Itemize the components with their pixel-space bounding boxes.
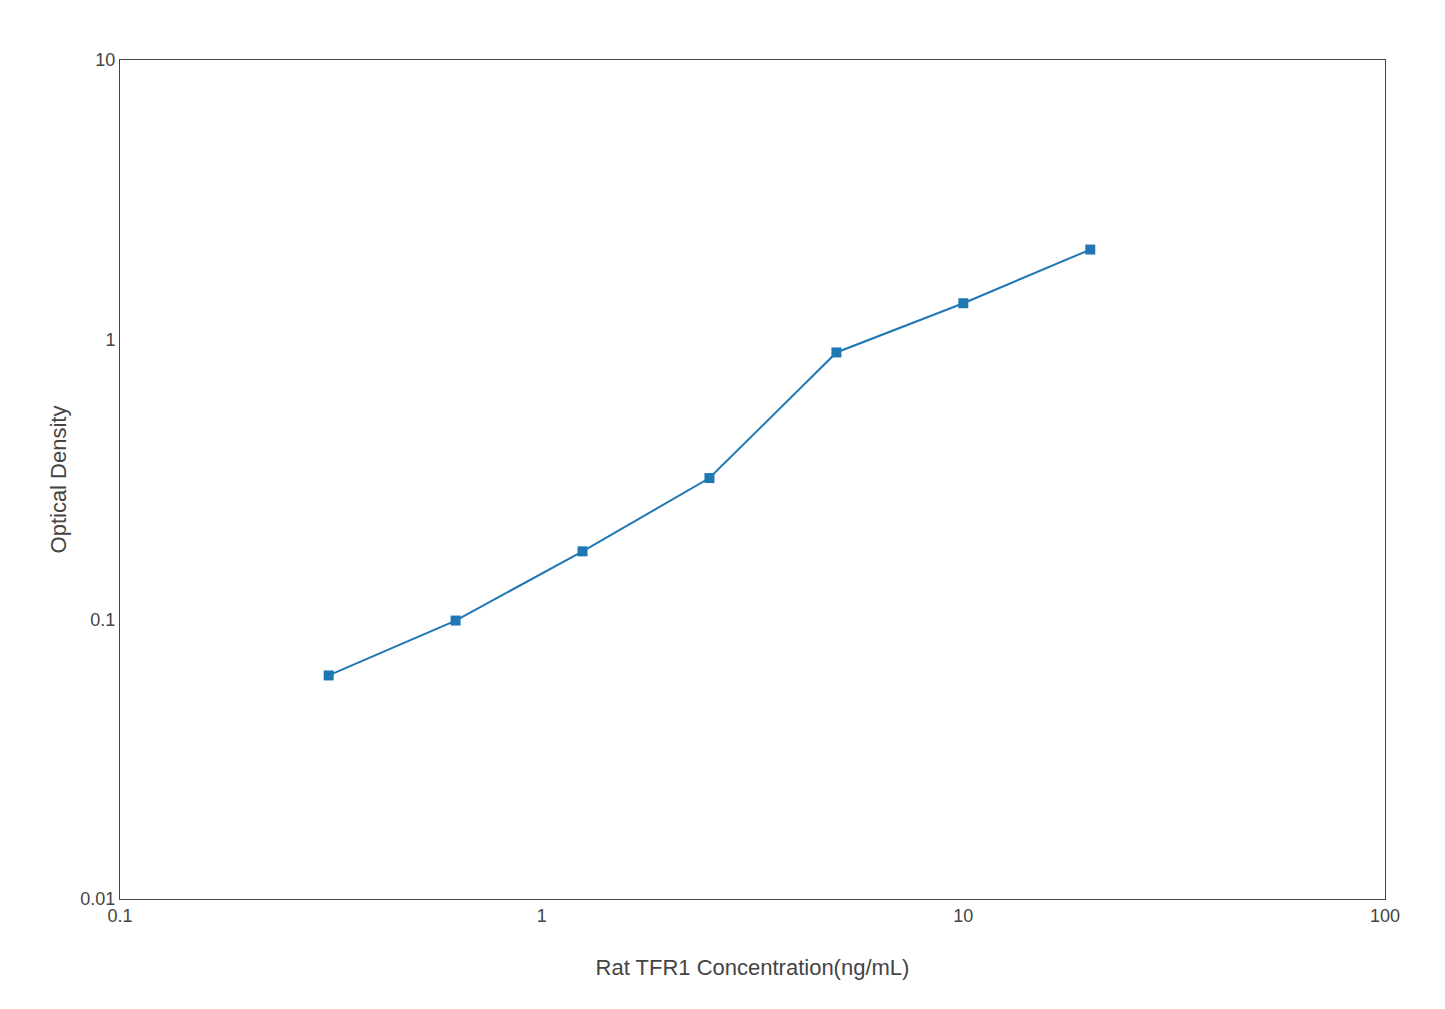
svg-text:0.01: 0.01 [80, 889, 115, 909]
svg-text:10: 10 [95, 50, 115, 70]
svg-text:0.1: 0.1 [90, 610, 115, 630]
svg-text:1: 1 [105, 330, 115, 350]
svg-text:Optical Density: Optical Density [46, 406, 71, 554]
svg-text:Rat TFR1 Concentration(ng/mL): Rat TFR1 Concentration(ng/mL) [596, 955, 910, 980]
svg-text:0.1: 0.1 [107, 906, 132, 926]
svg-text:1: 1 [537, 906, 547, 926]
svg-text:10: 10 [953, 906, 973, 926]
svg-text:100: 100 [1370, 906, 1400, 926]
